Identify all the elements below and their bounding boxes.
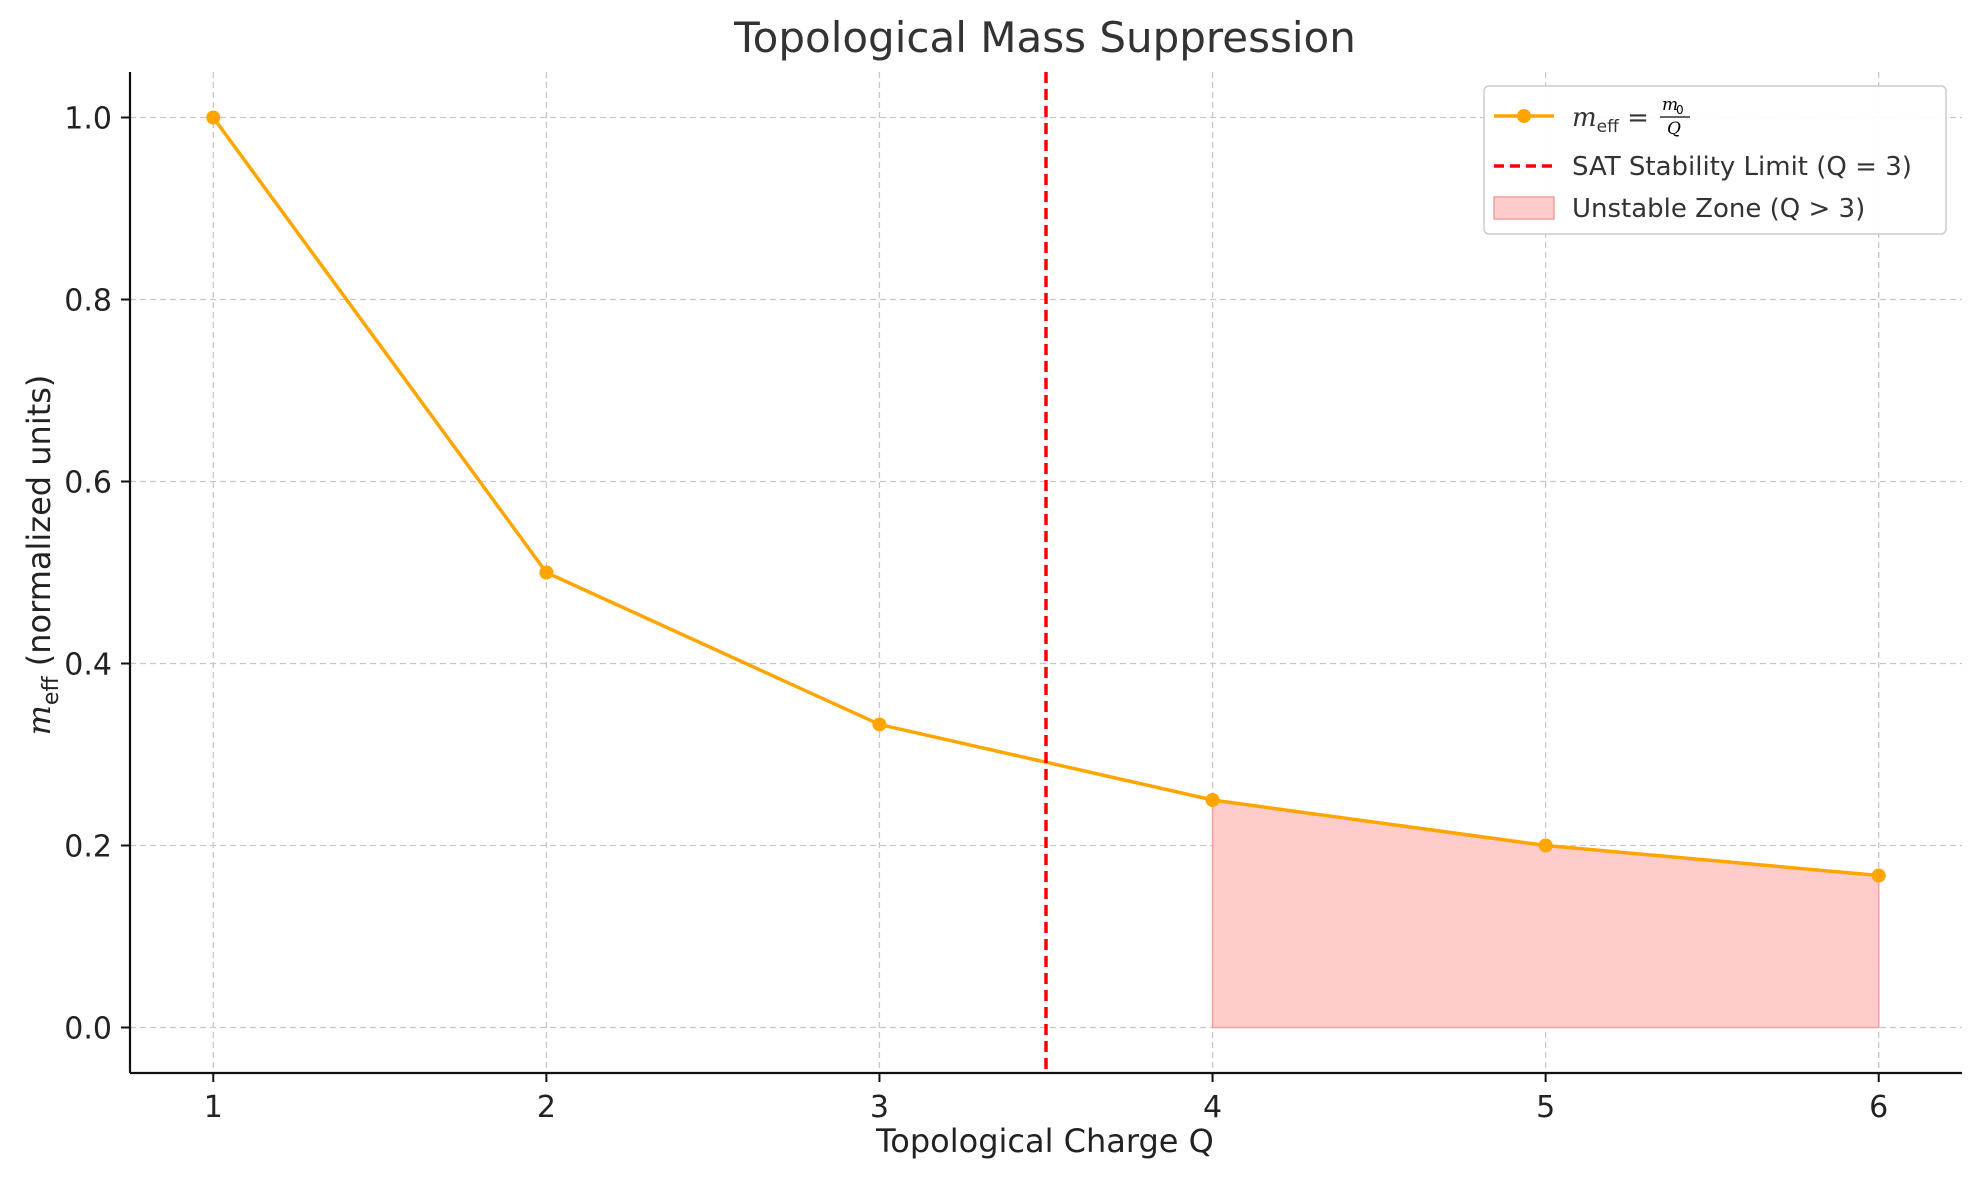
y-tick-label-0.2: 0.2	[64, 830, 112, 865]
y-tick-label-1.0: 1.0	[64, 102, 112, 137]
y-tick-label-0.6: 0.6	[64, 466, 112, 501]
legend-label-series: meff =	[1572, 103, 1649, 137]
y-axis-label-units: (normalized units)	[20, 375, 58, 677]
legend-box	[1483, 85, 1947, 235]
legend-math-denominator: Q	[1667, 119, 1681, 139]
y-tick-label-0.0: 0.0	[64, 1012, 112, 1047]
chart-title: Topological Mass Suppression	[733, 13, 1356, 62]
data-point-q4	[1205, 793, 1220, 807]
x-tick-label-1: 1	[204, 1090, 223, 1125]
y-tick-label-0.4: 0.4	[64, 648, 112, 683]
x-tick-label-3: 3	[870, 1090, 889, 1125]
legend-math-numerator-sub: 0	[1676, 103, 1684, 117]
y-axis-label: meff (normalized units)	[20, 375, 64, 736]
legend-math-numerator: m	[1662, 95, 1678, 115]
legend-fill-swatch	[1493, 196, 1555, 220]
y-axis-label-symbol: m	[20, 705, 58, 735]
data-point-q5	[1538, 838, 1553, 853]
data-point-q2	[539, 565, 554, 580]
x-tick-label-5: 5	[1536, 1090, 1555, 1125]
axes	[128, 72, 1962, 1075]
legend-label-vline: SAT Stability Limit (Q = 3)	[1572, 152, 1912, 182]
ticks: 1 2 3 4 5 6 0.0 0.2 0.4 0.6 0.8 1.0	[64, 102, 1888, 1126]
legend-math-m: m	[1572, 103, 1597, 133]
legend-marker-swatch	[1517, 109, 1531, 123]
y-axis-label-subscript: eff	[39, 676, 64, 706]
legend-label-fill: Unstable Zone (Q > 3)	[1572, 194, 1865, 224]
x-tick-label-4: 4	[1203, 1090, 1222, 1125]
data-point-q3	[872, 717, 887, 732]
x-axis-label: Topological Charge Q	[875, 1122, 1214, 1160]
data-point-q1	[206, 110, 221, 125]
x-tick-label-2: 2	[537, 1090, 556, 1125]
legend-math-sub: eff	[1597, 117, 1620, 137]
legend-math-eq: =	[1619, 103, 1649, 133]
legend: meff = m 0 Q SAT Stability Limit (Q = 3)…	[1483, 85, 1947, 235]
x-tick-label-6: 6	[1869, 1090, 1888, 1125]
data-point-q6	[1871, 868, 1886, 883]
y-tick-label-0.8: 0.8	[64, 284, 112, 319]
